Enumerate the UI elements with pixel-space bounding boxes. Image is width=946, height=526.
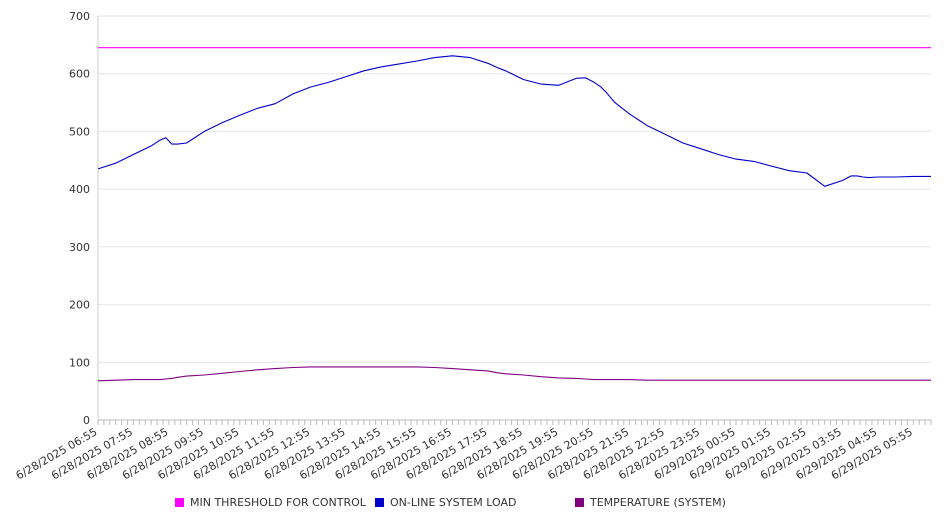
legend-item-temperature[interactable]: TEMPERATURE (SYSTEM) (575, 496, 726, 509)
legend-swatch-magenta (175, 498, 184, 507)
legend-item-system-load[interactable]: ON-LINE SYSTEM LOAD (375, 496, 516, 509)
legend-label: TEMPERATURE (SYSTEM) (590, 496, 726, 509)
legend-swatch-blue (375, 498, 384, 507)
legend: MIN THRESHOLD FOR CONTROL ON-LINE SYSTEM… (0, 496, 946, 516)
y-axis: 0 100 200 300 400 500 600 700 (69, 10, 99, 427)
y-tick-label: 500 (69, 125, 90, 138)
legend-item-min-threshold[interactable]: MIN THRESHOLD FOR CONTROL (175, 496, 366, 509)
x-axis: 6/28/2025 06:556/28/2025 07:556/28/2025 … (14, 419, 932, 482)
y-tick-label: 100 (69, 356, 90, 369)
line-chart: 0 100 200 300 400 500 600 700 6/28/2025 06:556/… (14, 10, 932, 482)
y-tick-label: 0 (83, 414, 90, 427)
legend-swatch-purple (575, 498, 584, 507)
series-line-temperature (97, 366, 931, 382)
y-tick-label: 700 (69, 10, 90, 23)
y-tick-label: 300 (69, 241, 90, 254)
legend-label: MIN THRESHOLD FOR CONTROL (190, 496, 366, 509)
gridlines (98, 15, 931, 363)
series-line-system-load (97, 55, 931, 187)
y-tick-label: 200 (69, 299, 90, 312)
y-tick-label: 400 (69, 183, 90, 196)
y-tick-label: 600 (69, 68, 90, 81)
series-lines (97, 47, 931, 382)
legend-label: ON-LINE SYSTEM LOAD (390, 496, 517, 509)
